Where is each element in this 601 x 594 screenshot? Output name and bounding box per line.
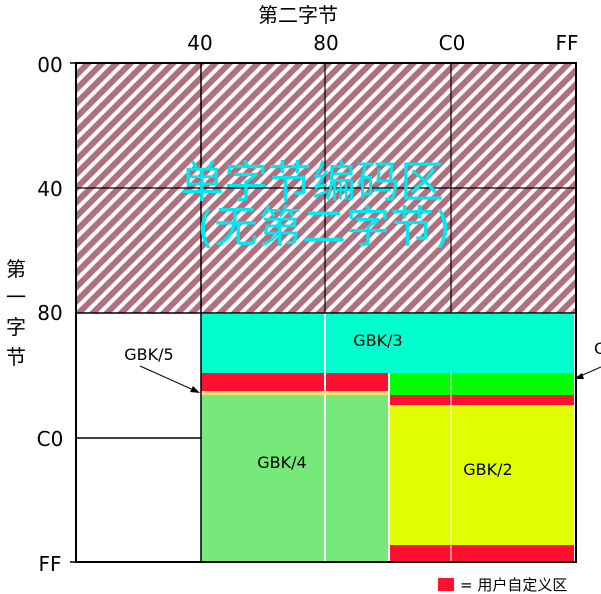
gbk5-arrow-head [190, 386, 200, 393]
gbk3-region [201, 314, 574, 373]
gbk4-region [201, 373, 389, 561]
left-tick-00: 00 [37, 53, 62, 77]
gbk2-region [389, 394, 574, 561]
user-defined-strip-gbk2-top [389, 395, 574, 405]
single-byte-subtitle: (无第二字节) [197, 202, 451, 253]
gbk4-label: GBK/4 [257, 453, 306, 472]
gbk5-strip [201, 391, 389, 395]
left-tick-40: 40 [37, 177, 62, 201]
left-axis-title-char-2: 一 [6, 285, 26, 309]
top-tick-40: 40 [187, 31, 212, 55]
gbk5-label: GBK/5 [124, 345, 173, 364]
top-tick-c0: C0 [439, 31, 466, 55]
single-byte-title: 单字节编码区 [180, 157, 444, 208]
gbk1-region [389, 373, 574, 395]
gbk1-arrow-head [574, 373, 584, 379]
user-defined-strip-gbk2-bottom [389, 545, 574, 561]
top-tick-80: 80 [313, 31, 338, 55]
gbk3-label: GBK/3 [353, 331, 402, 350]
gbk1-label: G [594, 339, 601, 358]
top-tick-ff: FF [555, 31, 578, 55]
left-axis-title-char-3: 字 [6, 315, 26, 339]
gbk5-arrow-line [139, 365, 199, 393]
top-axis-title: 第二字节 [258, 3, 338, 27]
gbk2-label: GBK/2 [463, 460, 512, 479]
left-tick-ff: FF [38, 552, 61, 576]
diagram-border [75, 62, 577, 563]
left-axis-title-char-4: 节 [6, 345, 26, 369]
user-defined-strip-top-left [201, 373, 389, 391]
left-tick-c0: C0 [37, 427, 64, 451]
left-axis-title-char-1: 第 [6, 257, 26, 281]
legend-label: = 用户自定义区 [460, 576, 567, 594]
legend-swatch-user-defined [438, 578, 454, 591]
left-tick-80: 80 [37, 301, 62, 325]
